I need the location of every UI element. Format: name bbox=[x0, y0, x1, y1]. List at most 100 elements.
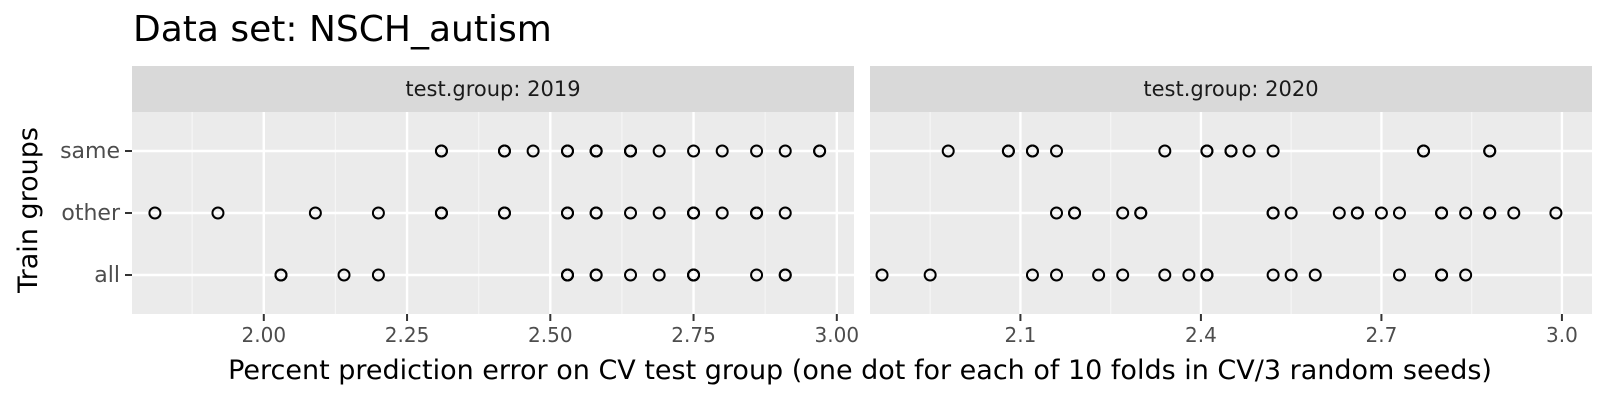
data-point-other bbox=[434, 206, 448, 220]
facet-strip bbox=[870, 66, 1592, 112]
chart-title: Data set: NSCH_autism bbox=[133, 9, 552, 50]
data-point-other bbox=[1459, 206, 1473, 220]
data-point-same bbox=[1158, 144, 1172, 158]
data-point-all bbox=[1116, 268, 1130, 282]
data-point-other bbox=[778, 206, 792, 220]
facet-strip-label: test.group: 2019 bbox=[405, 77, 580, 101]
data-point-other bbox=[497, 206, 511, 220]
data-point-all bbox=[1200, 268, 1214, 282]
data-point-other bbox=[624, 206, 638, 220]
data-point-other bbox=[1068, 206, 1082, 220]
y-axis-title: Train groups bbox=[13, 127, 44, 294]
x-axis-title: Percent prediction error on CV test grou… bbox=[228, 355, 1492, 386]
data-point-other bbox=[1050, 206, 1064, 220]
data-point-same bbox=[624, 144, 638, 158]
data-point-all bbox=[1092, 268, 1106, 282]
data-point-other bbox=[1266, 206, 1280, 220]
data-point-all bbox=[1182, 268, 1196, 282]
x-tick-label: 3.00 bbox=[815, 323, 860, 347]
data-point-other bbox=[1507, 206, 1521, 220]
data-point-other bbox=[715, 206, 729, 220]
facet-panel-2: test.group: 2020 2.1 2.4 2.7 3.0 bbox=[870, 66, 1592, 347]
x-tick-label: 2.1 bbox=[1005, 323, 1037, 347]
data-point-all bbox=[274, 268, 288, 282]
data-point-all bbox=[1435, 268, 1449, 282]
data-point-other bbox=[589, 206, 603, 220]
data-point-other bbox=[1549, 206, 1563, 220]
data-point-same bbox=[1266, 144, 1280, 158]
data-point-other bbox=[560, 206, 574, 220]
data-point-all bbox=[624, 268, 638, 282]
x-tick-label: 2.00 bbox=[242, 323, 287, 347]
data-point-all bbox=[337, 268, 351, 282]
data-point-same bbox=[1483, 144, 1497, 158]
data-point-other bbox=[371, 206, 385, 220]
data-point-all bbox=[923, 268, 937, 282]
data-point-all bbox=[1266, 268, 1280, 282]
data-point-same bbox=[434, 144, 448, 158]
data-point-same bbox=[813, 144, 827, 158]
data-point-all bbox=[750, 268, 764, 282]
y-tick-label-same: same bbox=[60, 139, 120, 164]
data-point-other bbox=[1116, 206, 1130, 220]
data-point-all bbox=[560, 268, 574, 282]
data-point-all bbox=[687, 268, 701, 282]
data-point-other bbox=[750, 206, 764, 220]
data-point-all bbox=[1308, 268, 1322, 282]
data-point-other bbox=[308, 206, 322, 220]
x-tick-label: 2.4 bbox=[1185, 323, 1217, 347]
data-point-same bbox=[526, 144, 540, 158]
data-point-same bbox=[941, 144, 955, 158]
data-point-other bbox=[1332, 206, 1346, 220]
data-point-other bbox=[1483, 206, 1497, 220]
data-point-same bbox=[1050, 144, 1064, 158]
data-point-same bbox=[497, 144, 511, 158]
facet-panels: same other all test.group: 2019 2.00 2.25 2.50… bbox=[60, 66, 1592, 347]
facet-panel-1: test.group: 2019 2.00 2.25 2.50 2.75 3.00 bbox=[132, 66, 859, 347]
data-point-all bbox=[371, 268, 385, 282]
y-tick-label-other: other bbox=[61, 201, 121, 226]
data-point-same bbox=[778, 144, 792, 158]
data-point-all bbox=[1284, 268, 1298, 282]
data-point-same bbox=[1417, 144, 1431, 158]
data-point-same bbox=[1001, 144, 1015, 158]
data-point-all bbox=[778, 268, 792, 282]
data-point-all bbox=[875, 268, 889, 282]
data-point-same bbox=[1224, 144, 1238, 158]
data-point-all bbox=[652, 268, 666, 282]
data-point-all bbox=[1392, 268, 1406, 282]
data-point-same bbox=[652, 144, 666, 158]
data-point-same bbox=[687, 144, 701, 158]
data-point-other bbox=[1134, 206, 1148, 220]
data-point-all bbox=[1050, 268, 1064, 282]
data-point-other bbox=[652, 206, 666, 220]
x-tick-label: 2.50 bbox=[528, 323, 573, 347]
data-point-other bbox=[148, 206, 162, 220]
data-point-same bbox=[589, 144, 603, 158]
facet-strip bbox=[132, 66, 854, 112]
data-point-all bbox=[1459, 268, 1473, 282]
data-point-same bbox=[1200, 144, 1214, 158]
data-point-all bbox=[589, 268, 603, 282]
x-tick-label: 2.25 bbox=[385, 323, 430, 347]
y-tick-label-all: all bbox=[94, 263, 120, 288]
data-point-other bbox=[687, 206, 701, 220]
data-point-other bbox=[1284, 206, 1298, 220]
data-point-same bbox=[715, 144, 729, 158]
data-point-other bbox=[211, 206, 225, 220]
x-tick-label: 2.75 bbox=[671, 323, 716, 347]
data-point-all bbox=[1025, 268, 1039, 282]
data-point-same bbox=[560, 144, 574, 158]
data-point-other bbox=[1374, 206, 1388, 220]
data-point-same bbox=[1025, 144, 1039, 158]
x-tick-label: 2.7 bbox=[1366, 323, 1398, 347]
data-point-other bbox=[1435, 206, 1449, 220]
data-point-same bbox=[750, 144, 764, 158]
data-point-same bbox=[1242, 144, 1256, 158]
data-point-other bbox=[1350, 206, 1364, 220]
data-point-other bbox=[1392, 206, 1406, 220]
facet-strip-label: test.group: 2020 bbox=[1143, 77, 1318, 101]
x-tick-label: 3.0 bbox=[1546, 323, 1578, 347]
